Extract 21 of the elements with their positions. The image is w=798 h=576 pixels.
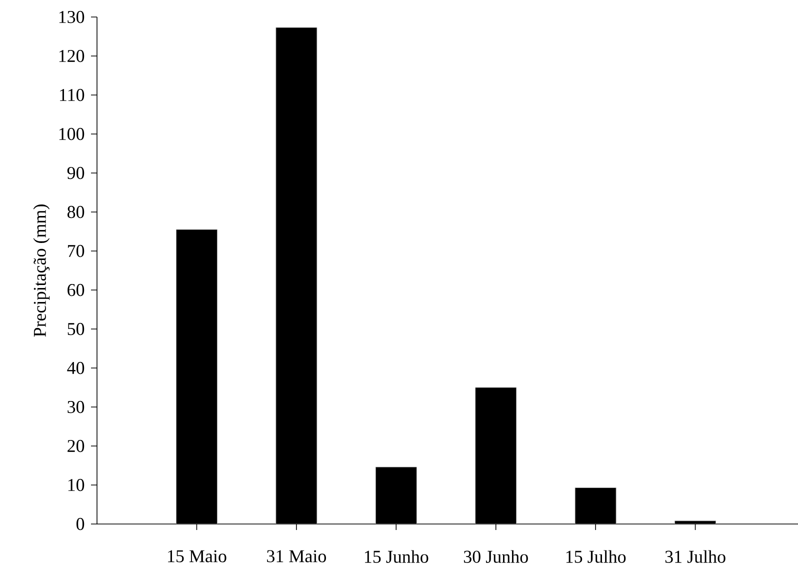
y-tick-label: 80 bbox=[67, 206, 84, 218]
x-tick-label: 15 Julho bbox=[566, 550, 626, 563]
y-tick-label: 120 bbox=[59, 50, 84, 62]
x-tick-label: 31 Julho bbox=[665, 550, 726, 563]
y-tick-label: 110 bbox=[60, 88, 84, 102]
y-tick-label: 60 bbox=[68, 284, 84, 296]
x-tick-label: 31 Maio bbox=[267, 550, 326, 562]
y-tick-label: 10 bbox=[68, 478, 84, 492]
y-tick-label: 30 bbox=[68, 400, 84, 414]
y-tick-label: 20 bbox=[68, 440, 84, 452]
y-tick-label: 100 bbox=[59, 128, 84, 140]
y-axis-title: Precipitação (mm) bbox=[33, 204, 50, 337]
y-tick-label: 0 bbox=[76, 518, 84, 530]
x-tick-label: 15 Maio bbox=[168, 550, 226, 562]
x-tick-label: 30 Junho bbox=[464, 550, 528, 563]
y-tick-label: 130 bbox=[59, 10, 84, 24]
y-tick-label: 70 bbox=[68, 244, 84, 258]
x-tick-label: 15 Junho bbox=[364, 550, 428, 563]
y-tick-label: 50 bbox=[68, 322, 84, 336]
y-tick-label: 90 bbox=[67, 166, 84, 180]
y-tick-label: 40 bbox=[67, 362, 84, 374]
